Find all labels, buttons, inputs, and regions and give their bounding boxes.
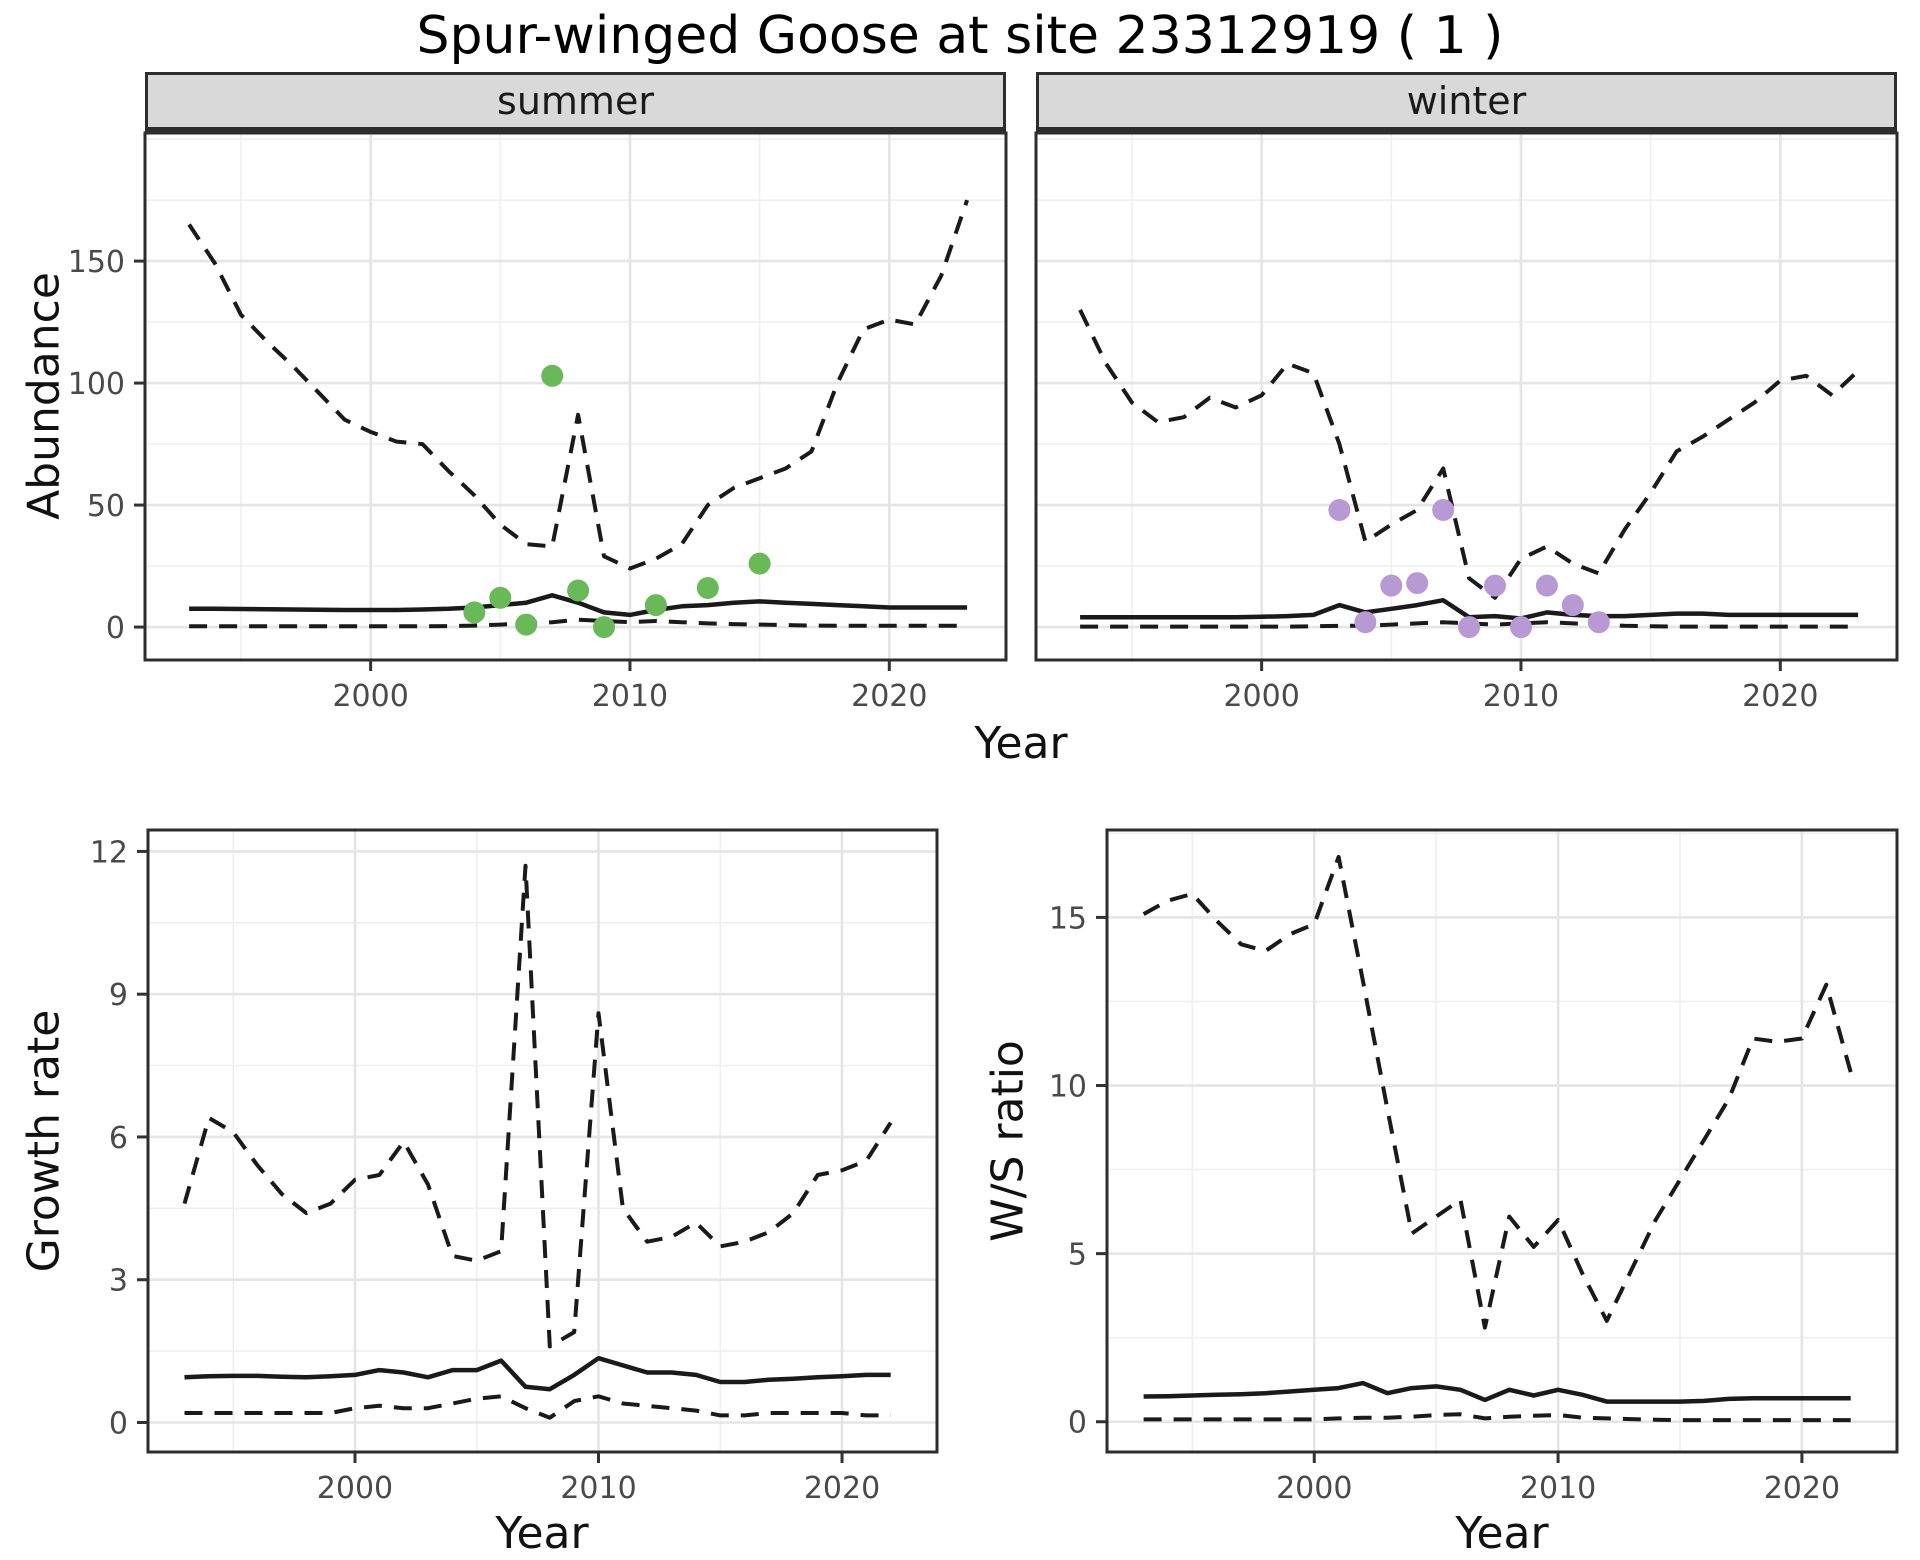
panel-background xyxy=(145,133,1006,660)
data-point xyxy=(1510,616,1532,639)
data-point xyxy=(1484,574,1506,597)
data-point xyxy=(1380,574,1403,597)
page-title: Spur-winged Goose at site 23312919 ( 1 ) xyxy=(416,6,1504,66)
panel-background xyxy=(1036,133,1897,660)
x-tick-label: 2020 xyxy=(1742,679,1818,714)
series-median xyxy=(189,593,968,618)
y-tick-label: 50 xyxy=(87,489,125,524)
panel-background xyxy=(148,830,937,1452)
data-point xyxy=(748,552,771,575)
series-lower_ci xyxy=(189,617,968,629)
y-tick-label: 0 xyxy=(109,1406,128,1441)
facet-strip-summer-label: summer xyxy=(497,79,654,123)
data-point xyxy=(1458,616,1481,639)
x-tick-label: 2000 xyxy=(1223,679,1299,714)
series-upper_ci xyxy=(182,863,893,1349)
data-point xyxy=(1535,574,1558,597)
y-tick-label: 15 xyxy=(1049,901,1087,936)
data-point xyxy=(489,586,512,609)
data-point xyxy=(1587,611,1610,634)
x-tick-label: 2020 xyxy=(804,1471,880,1506)
facet-strip-winter: winter xyxy=(1036,72,1897,133)
x-axis-title-year-bottom-right: Year xyxy=(1455,1508,1549,1559)
panel-border xyxy=(1034,131,1899,662)
x-tick-label: 2020 xyxy=(851,679,927,714)
facet-strip-summer: summer xyxy=(145,72,1006,133)
data-point xyxy=(696,577,719,599)
panel-background xyxy=(1107,830,1897,1452)
x-tick-label: 2010 xyxy=(1520,1471,1596,1506)
data-point xyxy=(1354,611,1377,634)
series-median xyxy=(1143,1380,1851,1404)
data-point xyxy=(463,601,486,624)
data-point xyxy=(644,594,667,617)
x-tick-label: 2020 xyxy=(1764,1471,1840,1506)
series-upper_ci xyxy=(1078,309,1860,600)
x-tick-label: 2000 xyxy=(332,679,408,714)
data-point xyxy=(1561,594,1584,617)
y-tick-label: 12 xyxy=(90,835,128,870)
data-point xyxy=(567,579,590,602)
panel-ws-ratio: 2000 2010 2020 0 5 10 15 xyxy=(1049,828,1899,1506)
y-tick-label: 3 xyxy=(109,1264,128,1299)
data-point xyxy=(515,613,538,636)
y-tick-label: 5 xyxy=(1068,1238,1087,1273)
panel-border xyxy=(1105,828,1899,1454)
y-tick-label: 0 xyxy=(1068,1406,1087,1441)
x-tick-label: 2010 xyxy=(560,1471,636,1506)
y-tick-label: 150 xyxy=(68,245,125,280)
series-median xyxy=(184,1355,891,1392)
y-tick-label: 9 xyxy=(109,978,128,1013)
panel-growth-rate: 2000 2010 2020 0 3 6 9 12 xyxy=(90,828,939,1506)
data-point xyxy=(1328,499,1351,521)
series-upper_ci xyxy=(187,199,969,571)
series-upper_ci xyxy=(1142,854,1853,1330)
data-point xyxy=(593,616,615,639)
panel-abundance-winter: 2000 2010 2020 xyxy=(1034,131,1899,714)
data-point xyxy=(1406,572,1429,595)
y-tick-label: 6 xyxy=(109,1121,128,1156)
x-axis-title-year-top: Year xyxy=(974,718,1068,769)
data-point xyxy=(1432,499,1455,521)
x-tick-label: 2010 xyxy=(592,679,668,714)
panel-border xyxy=(146,828,939,1454)
y-tick-label: 0 xyxy=(106,611,125,646)
facet-strip-winter-label: winter xyxy=(1406,79,1527,123)
series-lower_ci xyxy=(1080,620,1859,629)
panel-abundance-summer: 2000 2010 2020 0 50 100 150 xyxy=(68,131,1008,714)
series-lower_ci xyxy=(184,1394,891,1420)
y-tick-label: 100 xyxy=(68,367,125,402)
y-tick-label: 10 xyxy=(1049,1070,1087,1105)
x-tick-label: 2000 xyxy=(317,1471,393,1506)
x-tick-label: 2010 xyxy=(1483,679,1559,714)
x-tick-label: 2000 xyxy=(1276,1471,1352,1506)
data-point xyxy=(541,364,564,387)
x-axis-title-year-bottom-left: Year xyxy=(495,1508,589,1559)
panel-border xyxy=(143,131,1008,662)
